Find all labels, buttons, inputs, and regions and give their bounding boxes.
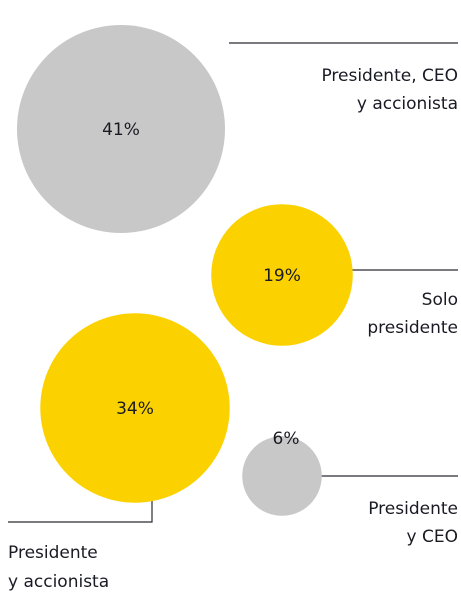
bubble-6-label-line-2: y CEO bbox=[407, 527, 458, 547]
bubble-41-label-line-2: y accionista bbox=[357, 94, 458, 114]
bubble-41-label-line-1: Presidente, CEO bbox=[321, 66, 458, 86]
bubble-labels: 41% Presidente, CEO y accionista 19% Solo pre… bbox=[8, 66, 458, 592]
bubble-34-label-line-2: y accionista bbox=[8, 572, 109, 592]
bubble-19-circle bbox=[211, 204, 353, 346]
bubble-6-label-line-1: Presidente bbox=[368, 499, 458, 519]
bubble-34-label-line-1: Presidente bbox=[8, 543, 98, 563]
leader-line-34 bbox=[8, 498, 153, 523]
bubble-6-value-label: 6% bbox=[273, 429, 300, 449]
bubble-19-label-line-1: Solo bbox=[422, 290, 458, 310]
bubble-19-label-line-2: presidente bbox=[367, 318, 458, 338]
bubble-34-circle bbox=[40, 313, 230, 503]
bubble-19-value-label: 19% bbox=[263, 266, 301, 286]
bubble-41-value-label: 41% bbox=[102, 120, 140, 140]
bubble-34-value-label: 34% bbox=[116, 399, 154, 419]
bubbles bbox=[17, 25, 353, 516]
bubble-41-circle bbox=[17, 25, 225, 233]
bubble-6-circle bbox=[242, 436, 322, 516]
leader-lines bbox=[8, 42, 458, 523]
